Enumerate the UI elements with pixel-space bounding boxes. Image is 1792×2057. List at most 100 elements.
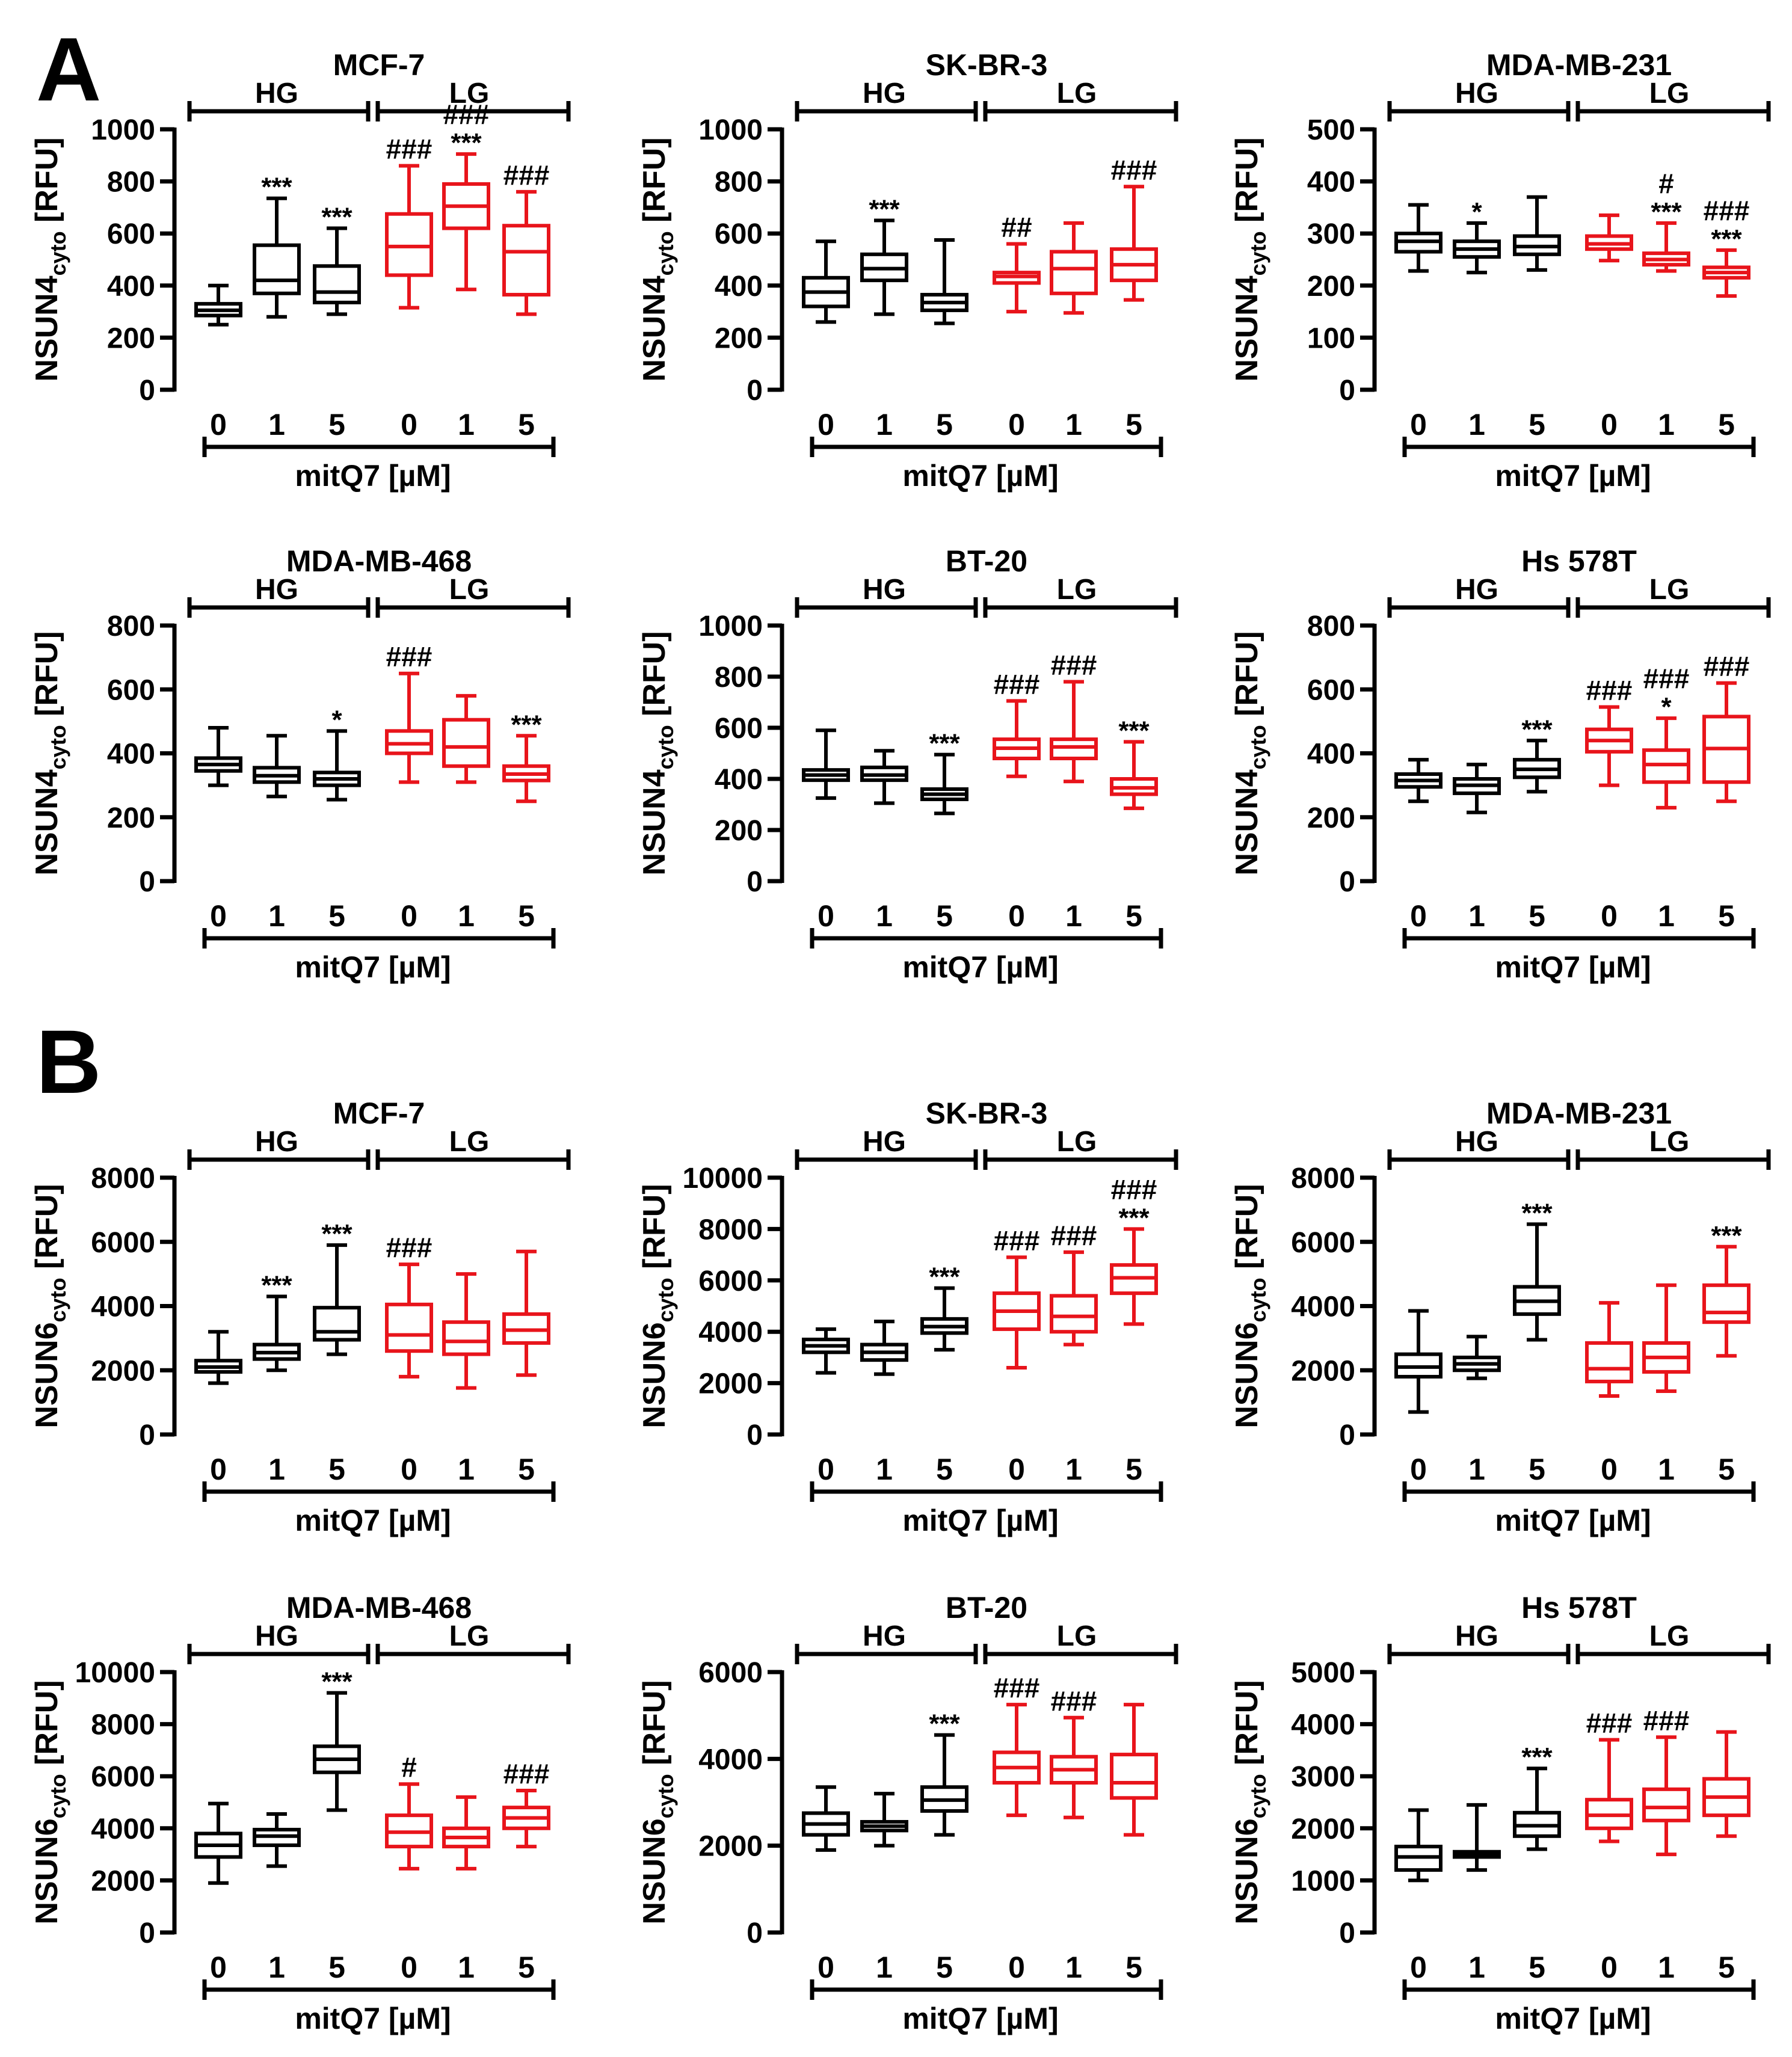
x-tick-label: 0	[401, 1951, 417, 1984]
annotation-hash: ##	[1001, 212, 1032, 243]
lg-label: LG	[1057, 574, 1097, 606]
x-tick-label: 5	[936, 1951, 953, 1984]
y-tick-label: 1000	[91, 114, 155, 146]
box-1	[802, 239, 850, 324]
x-tick-label: 0	[1410, 408, 1427, 441]
box-iqr	[502, 224, 550, 297]
annotation-hash: ###	[443, 99, 490, 130]
box-3: ***	[1513, 715, 1561, 794]
x-tick-label: 0	[1410, 899, 1427, 933]
box-4: ###	[385, 134, 433, 310]
box-2: ***	[253, 1270, 301, 1373]
box-1	[802, 1785, 850, 1852]
annotation-asterisk: ***	[929, 1262, 960, 1292]
x-tick-label: 5	[328, 899, 345, 933]
hg-label: HG	[863, 1620, 906, 1652]
x-tick-label: 0	[1008, 899, 1025, 933]
x-axis-title: mitQ7 [µM]	[1495, 2002, 1651, 2035]
annotation-asterisk: ***	[511, 710, 542, 739]
x-tick-label: 0	[1410, 1453, 1427, 1486]
x-tick-label: 5	[518, 1453, 535, 1486]
annotation-asterisk: ***	[321, 1667, 353, 1697]
annotation-hash: ###	[386, 641, 433, 672]
x-tick-label: 5	[328, 1453, 345, 1486]
box-5: ###	[1050, 1685, 1098, 1819]
box-6: ***	[502, 710, 550, 804]
x-tick-label: 1	[876, 1453, 893, 1486]
y-tick-label: 500	[1307, 114, 1355, 146]
box-6	[1110, 1703, 1158, 1837]
x-tick-label: 5	[1125, 1951, 1142, 1984]
box-iqr	[253, 243, 301, 295]
box-1	[194, 1330, 242, 1385]
y-tick-label: 8000	[91, 1709, 155, 1741]
y-tick-label: 200	[715, 322, 763, 354]
y-tick-label: 0	[1339, 1917, 1355, 1949]
y-tick-label: 0	[747, 1419, 763, 1451]
annotation-asterisk: *	[1661, 692, 1672, 722]
hg-label: HG	[863, 78, 906, 109]
box-4: ###	[1585, 1708, 1633, 1843]
box-iqr	[1110, 1753, 1158, 1800]
chart-title: Hs 578T	[1521, 1591, 1637, 1625]
annotation-asterisk: ***	[1711, 1221, 1742, 1250]
y-tick-label: 0	[747, 375, 763, 407]
y-tick-label: 0	[1339, 1419, 1355, 1451]
annotation-hash: #	[1658, 168, 1674, 199]
box-1	[194, 283, 242, 327]
x-tick-label: 0	[210, 1453, 227, 1486]
x-tick-label: 5	[936, 899, 953, 933]
y-axis-title: NSUN4cyto [RFU]	[29, 137, 70, 381]
y-tick-label: 0	[139, 1917, 155, 1949]
y-axis-title: NSUN6cyto [RFU]	[637, 1184, 678, 1428]
x-tick-label: 1	[1658, 1951, 1675, 1984]
y-tick-label: 5000	[1291, 1657, 1355, 1689]
hg-label: HG	[255, 1126, 298, 1158]
box-5	[1050, 221, 1098, 315]
x-tick-label: 5	[1529, 1453, 1545, 1486]
chart-title: MDA-MB-231	[1486, 48, 1672, 82]
annotation-asterisk: ***	[1118, 1203, 1150, 1232]
x-tick-label: 1	[458, 899, 475, 933]
x-tick-label: 0	[1601, 408, 1618, 441]
y-axis-title: NSUN6cyto [RFU]	[29, 1184, 70, 1428]
x-tick-label: 0	[817, 899, 834, 933]
x-tick-label: 1	[458, 1453, 475, 1486]
x-tick-label: 5	[1529, 408, 1545, 441]
annotation-hash: ###	[1586, 1708, 1633, 1739]
annotation-hash: ###	[994, 1225, 1040, 1256]
box-iqr	[1050, 1294, 1098, 1334]
y-tick-label: 1000	[698, 114, 763, 146]
y-tick-label: 400	[715, 764, 763, 796]
lg-label: LG	[1057, 1620, 1097, 1652]
annotation-hash: ###	[994, 668, 1040, 700]
x-tick-label: 5	[936, 1453, 953, 1486]
x-tick-label: 0	[1008, 1453, 1025, 1486]
y-tick-label: 200	[107, 802, 155, 834]
box-6: ***###	[1110, 1173, 1158, 1326]
chart-title: MCF-7	[333, 1096, 425, 1130]
x-tick-label: 5	[1718, 899, 1735, 933]
chart-11: BT-20 HG LG 0 2000 4000 6000 NSUN6cyto [RFU] 0 1 5…	[637, 1591, 1178, 2035]
x-tick-label: 5	[1718, 408, 1735, 441]
chart-title: BT-20	[946, 544, 1027, 578]
x-tick-label: 0	[210, 408, 227, 441]
x-tick-label: 1	[876, 408, 893, 441]
box-2	[860, 1320, 908, 1376]
chart-title: MDA-MB-231	[1486, 1096, 1672, 1130]
box-1	[194, 1801, 242, 1885]
box-iqr	[442, 718, 490, 768]
box-6: ###	[502, 1758, 550, 1849]
x-tick-label: 1	[876, 899, 893, 933]
box-6: ###	[1110, 154, 1158, 302]
chart-12: Hs 578T HG LG 0 1000 2000 3000 4000 5000 NSUN6cyt…	[1230, 1591, 1771, 2035]
y-tick-label: 0	[139, 1419, 155, 1451]
annotation-asterisk: ***	[321, 1219, 353, 1249]
annotation-hash: ###	[1051, 650, 1097, 681]
box-2: ***	[860, 195, 908, 316]
annotation-hash: ###	[1051, 1685, 1097, 1717]
y-tick-label: 6000	[698, 1265, 763, 1297]
lg-label: LG	[449, 1126, 490, 1158]
